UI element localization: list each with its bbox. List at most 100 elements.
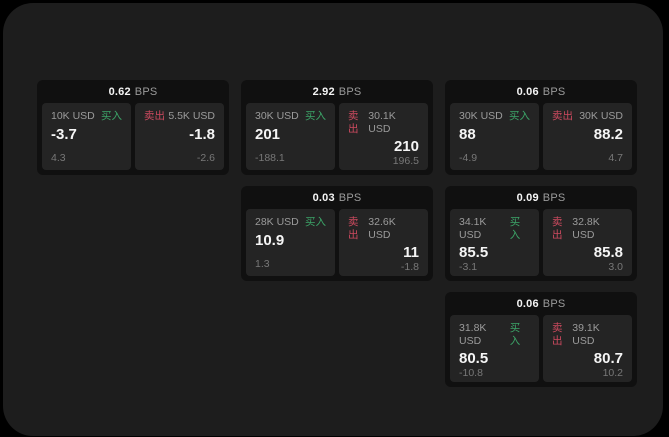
buy-top-row: 30K USD 买入: [459, 110, 530, 123]
quote-card-header: 0.03 BPS: [241, 186, 433, 209]
sell-amount: 30.1K USD: [368, 110, 396, 135]
sell-label: 卖出: [348, 216, 359, 241]
sell-delta: -2.6: [196, 152, 215, 164]
sell-delta: 4.7: [608, 152, 623, 164]
buy-price: 88: [459, 125, 476, 143]
bps-unit-label: BPS: [338, 85, 362, 98]
buy-panel[interactable]: 34.1K USD 买入 85.5 -3.1: [450, 209, 539, 276]
buy-price: 10.9: [255, 231, 285, 249]
bps-unit-label: BPS: [134, 85, 158, 98]
sell-delta: -1.8: [400, 261, 419, 274]
quote-card-body: 28K USD 买入 10.9 1.3 卖出 32.6K USD 11 -1.8: [241, 209, 433, 276]
buy-delta: -188.1: [255, 152, 285, 164]
quote-card: 2.92 BPS 30K USD 买入 201 -188.1 卖出 30.1K …: [241, 80, 433, 175]
sell-price: 11: [403, 244, 419, 262]
quote-card-body: 30K USD 买入 88 -4.9 卖出 30K USD 88.2 4.7: [445, 103, 637, 170]
quote-card-header: 0.62 BPS: [37, 80, 229, 103]
sell-top-row: 卖出 32.8K USD: [552, 216, 623, 241]
sell-label: 卖出: [552, 322, 563, 347]
bps-value: 0.06: [516, 85, 539, 98]
quote-card: 0.09 BPS 34.1K USD 买入 85.5 -3.1 卖出 32.8K…: [445, 186, 637, 281]
quote-card-header: 2.92 BPS: [241, 80, 433, 103]
buy-panel[interactable]: 28K USD 买入 10.9 1.3: [246, 209, 335, 276]
buy-panel[interactable]: 30K USD 买入 88 -4.9: [450, 103, 539, 170]
buy-amount: 30K USD: [459, 110, 503, 122]
buy-top-row: 31.8K USD 买入: [459, 322, 530, 347]
bps-unit-label: BPS: [338, 191, 362, 204]
buy-top-row: 10K USD 买入: [51, 110, 122, 123]
sell-top-row: 卖出 5.5K USD: [144, 110, 215, 123]
buy-delta: -3.1: [459, 261, 478, 274]
sell-label: 卖出: [144, 110, 165, 122]
quote-card: 0.62 BPS 10K USD 买入 -3.7 4.3 卖出 5.5K USD…: [37, 80, 229, 175]
buy-amount: 10K USD: [51, 110, 95, 122]
sell-panel[interactable]: 卖出 30.1K USD 210 196.5: [339, 103, 428, 170]
bps-value: 0.62: [108, 85, 131, 98]
sell-panel[interactable]: 卖出 32.8K USD 85.8 3.0: [543, 209, 632, 276]
quote-card-body: 30K USD 买入 201 -188.1 卖出 30.1K USD 210 1…: [241, 103, 433, 170]
sell-amount: 32.8K USD: [572, 216, 600, 241]
sell-panel[interactable]: 卖出 39.1K USD 80.7 10.2: [543, 315, 632, 382]
buy-price: 85.5: [459, 244, 489, 262]
sell-delta: 196.5: [392, 155, 419, 168]
quote-card-header: 0.06 BPS: [445, 292, 637, 315]
buy-label: 买入: [305, 110, 326, 122]
quote-card: 0.06 BPS 30K USD 买入 88 -4.9 卖出 30K USD 8…: [445, 80, 637, 175]
buy-amount: 34.1K USD: [459, 216, 487, 241]
buy-top-row: 28K USD 买入: [255, 216, 326, 229]
buy-delta: -10.8: [459, 367, 483, 380]
bps-unit-label: BPS: [542, 191, 566, 204]
buy-amount: 28K USD: [255, 216, 299, 228]
sell-panel[interactable]: 卖出 32.6K USD 11 -1.8: [339, 209, 428, 276]
sell-panel[interactable]: 卖出 5.5K USD -1.8 -2.6: [135, 103, 224, 170]
bps-value: 0.03: [312, 191, 335, 204]
buy-label: 买入: [305, 216, 326, 228]
sell-price: -1.8: [189, 125, 215, 143]
bps-value: 0.06: [516, 297, 539, 310]
sell-amount: 30K USD: [579, 110, 623, 122]
buy-price: 80.5: [459, 350, 489, 368]
buy-panel[interactable]: 30K USD 买入 201 -188.1: [246, 103, 335, 170]
buy-price: 201: [255, 125, 281, 143]
buy-panel[interactable]: 31.8K USD 买入 80.5 -10.8: [450, 315, 539, 382]
bps-unit-label: BPS: [542, 85, 566, 98]
sell-amount: 32.6K USD: [368, 216, 396, 241]
quote-card-header: 0.09 BPS: [445, 186, 637, 209]
buy-label: 买入: [509, 322, 521, 347]
sell-panel[interactable]: 卖出 30K USD 88.2 4.7: [543, 103, 632, 170]
buy-panel[interactable]: 10K USD 买入 -3.7 4.3: [42, 103, 131, 170]
bps-value: 0.09: [516, 191, 539, 204]
sell-price: 85.8: [593, 244, 623, 262]
bps-value: 2.92: [312, 85, 335, 98]
quote-card: 0.06 BPS 31.8K USD 买入 80.5 -10.8 卖出 39.1…: [445, 292, 637, 387]
sell-label: 卖出: [348, 110, 359, 135]
buy-delta: 1.3: [255, 258, 270, 270]
sell-label: 卖出: [552, 216, 563, 241]
sell-price: 88.2: [593, 125, 623, 143]
quote-tiles-grid: 0.62 BPS 10K USD 买入 -3.7 4.3 卖出 5.5K USD…: [37, 80, 637, 387]
sell-top-row: 卖出 32.6K USD: [348, 216, 419, 241]
sell-price: 80.7: [593, 350, 623, 368]
quote-card: 0.03 BPS 28K USD 买入 10.9 1.3 卖出 32.6K US…: [241, 186, 433, 281]
sell-top-row: 卖出 39.1K USD: [552, 322, 623, 347]
buy-amount: 30K USD: [255, 110, 299, 122]
sell-price: 210: [393, 138, 419, 156]
quote-card-body: 31.8K USD 买入 80.5 -10.8 卖出 39.1K USD 80.…: [445, 315, 637, 382]
sell-label: 卖出: [552, 110, 573, 122]
quote-card-body: 34.1K USD 买入 85.5 -3.1 卖出 32.8K USD 85.8…: [445, 209, 637, 276]
sell-delta: 10.2: [602, 367, 623, 380]
buy-delta: -4.9: [459, 152, 478, 164]
buy-top-row: 30K USD 买入: [255, 110, 326, 123]
buy-label: 买入: [509, 110, 530, 122]
buy-top-row: 34.1K USD 买入: [459, 216, 530, 241]
bps-unit-label: BPS: [542, 297, 566, 310]
sell-top-row: 卖出 30.1K USD: [348, 110, 419, 135]
buy-price: -3.7: [51, 125, 77, 143]
buy-delta: 4.3: [51, 152, 66, 164]
sell-amount: 39.1K USD: [572, 322, 600, 347]
sell-top-row: 卖出 30K USD: [552, 110, 623, 123]
sell-amount: 5.5K USD: [168, 110, 215, 122]
buy-amount: 31.8K USD: [459, 322, 487, 347]
buy-label: 买入: [509, 216, 521, 241]
